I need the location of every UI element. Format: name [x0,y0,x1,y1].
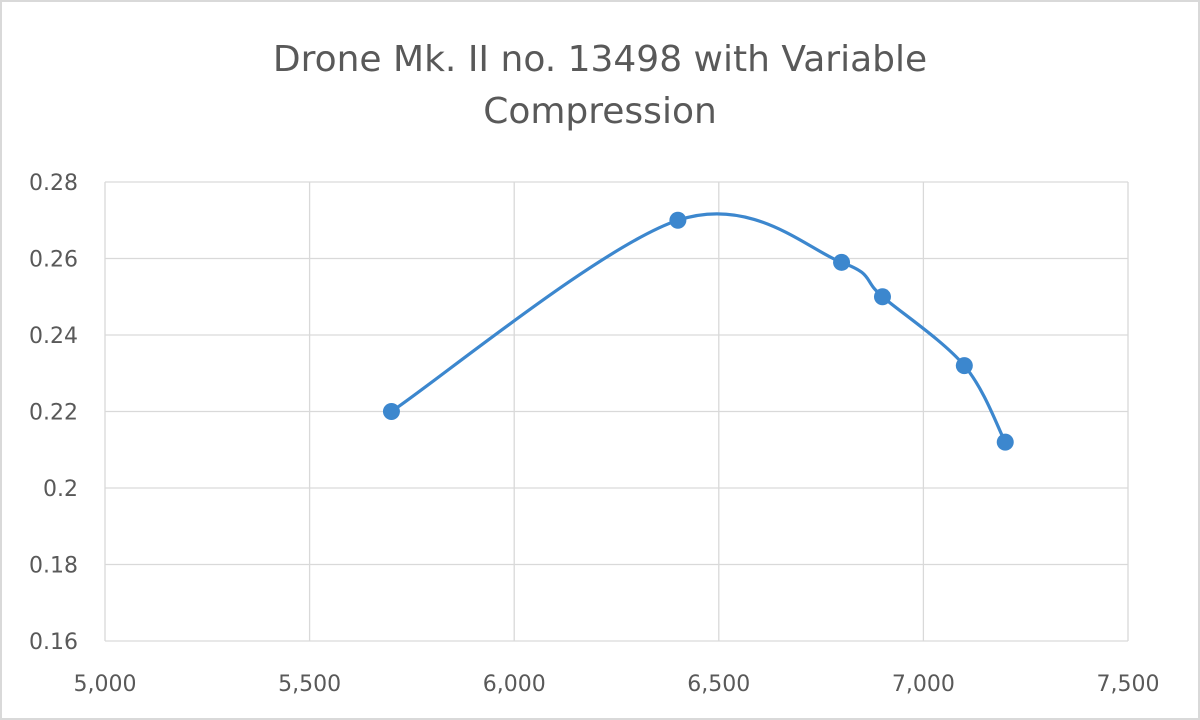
y-tick-label: 0.24 [29,324,78,349]
y-tick-label: 0.16 [29,630,78,655]
x-tick-label: 6,500 [687,672,750,697]
x-tick-label: 7,000 [892,672,955,697]
data-point [669,211,687,229]
chart-title-line-1: Drone Mk. II no. 13498 with Variable [272,39,928,80]
chart-title: Drone Mk. II no. 13498 with Variable Com… [200,34,1000,138]
y-tick-label: 0.28 [29,171,78,196]
x-tick-label: 6,000 [483,672,546,697]
grid-lines [104,181,1129,642]
y-tick-label: 0.18 [29,554,78,579]
data-point [996,433,1014,451]
tick-labels: 5,000 5,500 6,000 6,500 7,000 7,500 0.16 0.18 0.… [29,171,1159,697]
data-point [955,357,973,375]
y-tick-label: 0.2 [43,477,78,502]
data-point [833,253,851,271]
data-point [382,403,400,420]
y-tick-label: 0.26 [29,248,78,273]
chart-title-line-2: Compression [483,91,717,132]
series [382,211,1014,451]
x-tick-label: 5,500 [278,672,341,697]
data-point [873,288,891,306]
x-tick-label: 5,000 [74,672,137,697]
y-tick-label: 0.22 [29,401,78,426]
x-tick-label: 7,500 [1097,672,1160,697]
series-line [389,212,1007,444]
